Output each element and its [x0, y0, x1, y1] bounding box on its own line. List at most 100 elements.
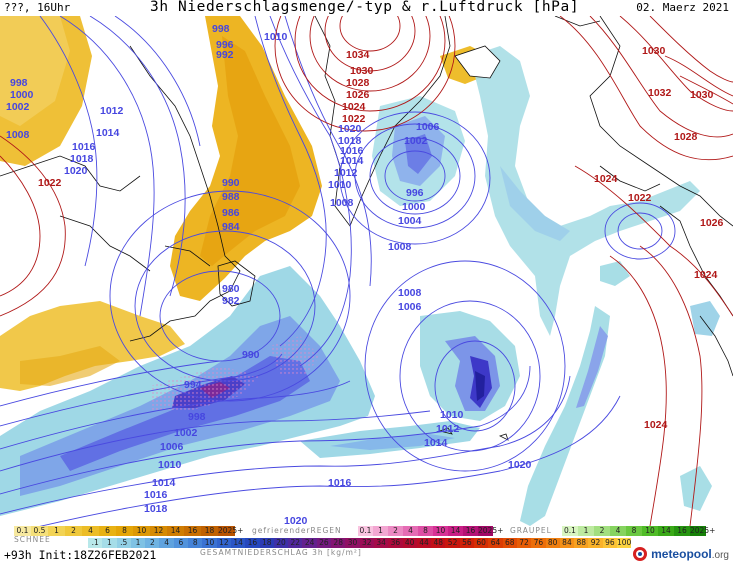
legend-cell-snow: 2 [65, 526, 82, 536]
pressure-label: 1002 [404, 135, 428, 147]
pressure-label: 1000 [10, 89, 34, 101]
legend-cell-total: 52 [445, 538, 460, 548]
isobars-low [0, 16, 676, 526]
legend-cell-graupel: 1 [578, 526, 594, 536]
pressure-label: 1008 [398, 287, 422, 299]
pressure-label: 1010 [264, 31, 288, 43]
isobars-high [0, 16, 733, 526]
legend-cell-freezing: 1 [373, 526, 388, 536]
legend-cell-total: 10 [202, 538, 217, 548]
pressure-label: 1006 [160, 441, 184, 453]
map-title: 3h Niederschlagsmenge/-typ & r.Luftdruck… [150, 0, 580, 15]
pressure-label: 1030 [350, 65, 374, 77]
pressure-label: 1008 [6, 129, 30, 141]
pressure-label: 1012 [334, 167, 358, 179]
legend-cell-total: 1 [102, 538, 117, 548]
brand-name: meteopool.org [651, 547, 729, 561]
graupel-scale: 0.1 1 2 4 8 10 14 16 2025+ [562, 526, 716, 536]
valid-date: 02. Maerz 2021 [636, 1, 729, 14]
freezing-rain-scale: 0.1 1 2 4 8 10 14 16 2025+ [358, 526, 504, 536]
legend-cell-total: 6 [173, 538, 189, 548]
pressure-label: 998 [212, 23, 230, 35]
legend-cell-total: 92 [588, 538, 603, 548]
pressure-label: 998 [188, 411, 206, 423]
legend-cell-total: 32 [359, 538, 374, 548]
pressure-label: 1016 [144, 489, 168, 501]
legend-cell-total: 18 [259, 538, 274, 548]
legend-cell-total: 56 [459, 538, 475, 548]
legend-cell-graupel: 2025+ [690, 526, 716, 536]
legend-cell-total: 96 [602, 538, 617, 548]
pressure-label: 1008 [388, 241, 412, 253]
pressure-label: 1032 [648, 87, 672, 99]
snow-label: SCHNEE [14, 535, 51, 544]
legend-cell-total: 20 [273, 538, 289, 548]
pressure-label: 1018 [338, 135, 362, 147]
legend-cell-total: 88 [574, 538, 589, 548]
pressure-label: 1004 [398, 215, 422, 227]
pressure-label: 1012 [100, 105, 124, 117]
legend-cell-graupel: 4 [610, 526, 626, 536]
legend-cell-snow: 4 [82, 526, 99, 536]
legend-cell-total: 8 [188, 538, 203, 548]
pressure-label: 1024 [644, 419, 668, 431]
pressure-labels: 9981000100210081012101410161018102010229… [6, 23, 724, 526]
pressure-label: 1010 [158, 459, 182, 471]
legend-cell-snow: 0.5 [31, 526, 48, 536]
pressure-label: 1022 [38, 177, 62, 189]
snow-scale: 0.1 0.5 1 2 4 6 8 10 12 14 16 18 2025+ [14, 526, 243, 536]
legend-cell-total: 1 [130, 538, 146, 548]
pressure-label: 992 [216, 49, 234, 61]
pressure-label: 1026 [700, 217, 724, 229]
legend-cell-total: 22 [288, 538, 303, 548]
coastlines [0, 16, 733, 441]
freezing-rain-label: gefrierenderREGEN [252, 526, 342, 535]
pressure-label: 1002 [174, 427, 198, 439]
pressure-label: 1022 [342, 113, 366, 125]
legend-cell-total: 24 [302, 538, 317, 548]
legend-cell-freezing: 8 [418, 526, 433, 536]
legend-cell-total: .5 [116, 538, 131, 548]
snow-precip-areas [0, 16, 490, 391]
pressure-label: 1008 [330, 197, 354, 209]
pressure-label: 984 [222, 221, 240, 233]
legend-cell-snow: 6 [99, 526, 116, 536]
legend-cell-freezing: 2025+ [478, 526, 504, 536]
pressure-label: 996 [216, 39, 234, 51]
legend-cell-freezing: 10 [433, 526, 448, 536]
meteopool-icon [633, 547, 648, 561]
legend-cell-graupel: 10 [642, 526, 658, 536]
legend-cell-snow: 0.1 [14, 526, 31, 536]
pressure-label: 990 [242, 349, 260, 361]
pressure-label: 1012 [436, 423, 460, 435]
pressure-label: 1024 [694, 269, 718, 281]
pressure-label: 1020 [338, 123, 362, 135]
legend-cell-total: 76 [531, 538, 546, 548]
legend-cell-freezing: 0.1 [358, 526, 373, 536]
legend-cell-total: 16 [245, 538, 260, 548]
legend-cell-snow: 16 [184, 526, 201, 536]
pressure-label: 1030 [690, 89, 714, 101]
legend-cell-freezing: 16 [463, 526, 478, 536]
map-canvas: 9981000100210081012101410161018102010229… [0, 16, 733, 526]
forecast-day-label: ???, 16Uhr [4, 1, 71, 14]
pressure-label: 1020 [284, 515, 308, 526]
legend-cell-total: 4 [159, 538, 174, 548]
pressure-label: 1026 [346, 89, 370, 101]
pressure-label: 1016 [340, 145, 364, 157]
pressure-label: 1018 [144, 503, 168, 515]
pressure-label: 1014 [424, 437, 448, 449]
meteopool-logo[interactable]: meteopool.org [632, 546, 729, 562]
pressure-label: 994 [184, 379, 202, 391]
pressure-label: 1030 [642, 45, 666, 57]
legend-cell-total: 28 [331, 538, 346, 548]
pressure-label: 1024 [342, 101, 366, 113]
legend-cell-snow: 10 [133, 526, 150, 536]
legend-cell-total: 68 [502, 538, 517, 548]
pressure-label: 1028 [346, 77, 370, 89]
legend-cell-total: 100 [616, 538, 632, 548]
weather-map: 998 1000 1002 1008 1012 1014 1016 1018 1020 1022 9… [0, 16, 733, 526]
legend-cell-total: 12 [216, 538, 231, 548]
pressure-label: 1020 [64, 165, 88, 177]
pressure-label: 996 [406, 187, 424, 199]
